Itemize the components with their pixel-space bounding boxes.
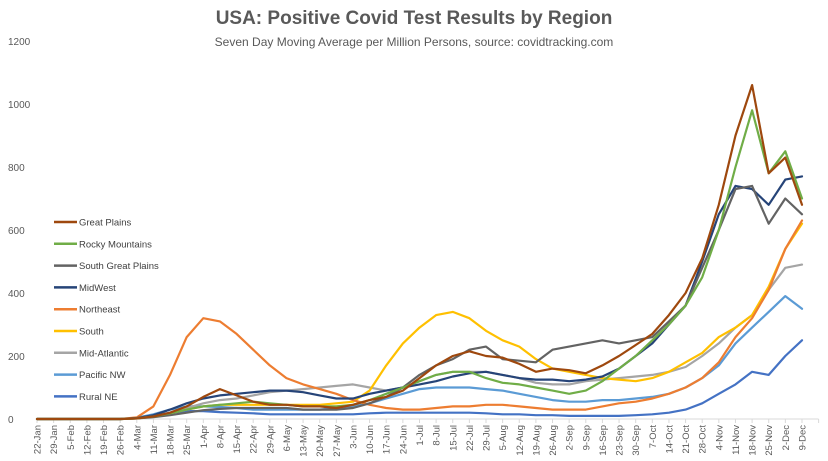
x-tick-label: 18-Nov (748, 425, 759, 456)
x-tick-label: 29-Apr (265, 425, 276, 454)
x-tick-label: 20-May (315, 425, 326, 457)
x-tick-label: 10-Jun (365, 425, 376, 454)
legend: Great Plains Rocky Mountains South Great P… (54, 218, 159, 403)
legend-label: Pacific NW (79, 370, 125, 381)
x-tick-label: 14-Oct (664, 425, 675, 454)
chart-subtitle: Seven Day Moving Average per Million Per… (214, 35, 614, 49)
y-tick-label: 1000 (8, 100, 31, 111)
x-tick-label: 5-Aug (498, 425, 509, 450)
legend-label: Rocky Mountains (79, 239, 152, 250)
x-tick-label: 8-Apr (215, 425, 226, 448)
x-axis: 22-Jan 29-Jan 5-Feb 12-Feb 19-Feb 26-Feb 4-Mar… (33, 418, 820, 457)
x-tick-label: 4-Mar (132, 425, 143, 450)
legend-item: MidWest (54, 283, 116, 294)
x-tick-label: 7-Oct (648, 425, 659, 449)
legend-item: South Great Plains (54, 261, 159, 272)
x-tick-label: 4-Nov (714, 425, 725, 451)
x-tick-label: 27-May (332, 425, 343, 457)
x-tick-label: 21-Oct (681, 425, 692, 454)
legend-label: South (79, 327, 104, 338)
x-tick-label: 2-Sep (565, 425, 576, 450)
x-tick-label: 12-Feb (82, 425, 93, 455)
x-tick-label: 30-Sep (631, 425, 642, 456)
x-tick-label: 15-Jul (448, 425, 459, 451)
series-line-pacific-nw (35, 295, 804, 421)
series-line-midwest (35, 175, 804, 421)
y-tick-label: 0 (8, 415, 14, 426)
y-tick-label: 800 (8, 163, 25, 174)
x-tick-label: 15-Apr (232, 425, 243, 454)
y-axis: 0 200 400 600 800 1000 1200 (8, 37, 31, 426)
legend-item: Pacific NW (54, 370, 125, 381)
x-tick-label: 18-Mar (166, 425, 177, 455)
x-tick-label: 22-Jul (465, 425, 476, 451)
x-tick-label: 5-Feb (66, 425, 77, 450)
x-tick-label: 24-Jun (398, 425, 409, 454)
y-tick-label: 1200 (8, 37, 31, 48)
legend-label: Mid-Atlantic (79, 348, 129, 359)
x-tick-label: 26-Aug (548, 425, 559, 456)
legend-label: Great Plains (79, 218, 132, 229)
x-tick-label: 19-Aug (531, 425, 542, 456)
series-line-northeast (35, 219, 804, 421)
x-tick-label: 1-Jul (415, 425, 426, 446)
y-tick-label: 400 (8, 289, 25, 300)
x-tick-label: 23-Sep (615, 425, 626, 456)
series-line-south-great-plains (35, 184, 804, 421)
legend-label: MidWest (79, 283, 116, 294)
x-tick-label: 22-Apr (249, 425, 260, 454)
x-tick-label: 12-Aug (515, 425, 526, 456)
x-tick-label: 9-Dec (797, 425, 808, 451)
legend-item: Northeast (54, 305, 121, 316)
series-line-great-plains (35, 83, 804, 421)
x-tick-label: 25-Mar (182, 425, 193, 455)
x-tick-label: 29-Jan (49, 425, 60, 454)
x-tick-label: 8-Jul (432, 425, 443, 446)
y-tick-label: 600 (8, 226, 25, 237)
x-tick-label: 1-Apr (199, 425, 210, 448)
x-tick-label: 25-Nov (764, 425, 775, 456)
legend-label: Northeast (79, 305, 121, 316)
x-tick-label: 26-Feb (116, 425, 127, 455)
x-tick-label: 11-Mar (149, 425, 160, 454)
x-tick-label: 11-Nov (731, 425, 742, 455)
x-tick-label: 2-Dec (781, 425, 792, 451)
x-tick-label: 3-Jun (348, 425, 359, 449)
chart-title: USA: Positive Covid Test Results by Regi… (215, 8, 613, 29)
x-tick-label: 29-Jul (482, 425, 493, 451)
x-tick-label: 9-Sep (581, 425, 592, 450)
legend-item: Great Plains (54, 218, 132, 229)
x-tick-label: 13-May (299, 425, 310, 457)
legend-item: Rural NE (54, 392, 118, 403)
y-tick-label: 200 (8, 352, 25, 363)
x-tick-label: 28-Oct (698, 425, 709, 454)
legend-item: Mid-Atlantic (54, 348, 129, 359)
x-tick-label: 17-Jun (382, 425, 393, 454)
legend-item: Rocky Mountains (54, 239, 152, 250)
x-tick-label: 16-Sep (598, 425, 609, 456)
legend-item: South (54, 327, 104, 338)
series-lines (35, 83, 804, 421)
x-tick-label: 19-Feb (99, 425, 110, 455)
legend-label: South Great Plains (79, 261, 159, 272)
legend-label: Rural NE (79, 392, 118, 403)
x-tick-label: 22-Jan (33, 425, 44, 454)
x-tick-label: 6-May (282, 425, 293, 452)
